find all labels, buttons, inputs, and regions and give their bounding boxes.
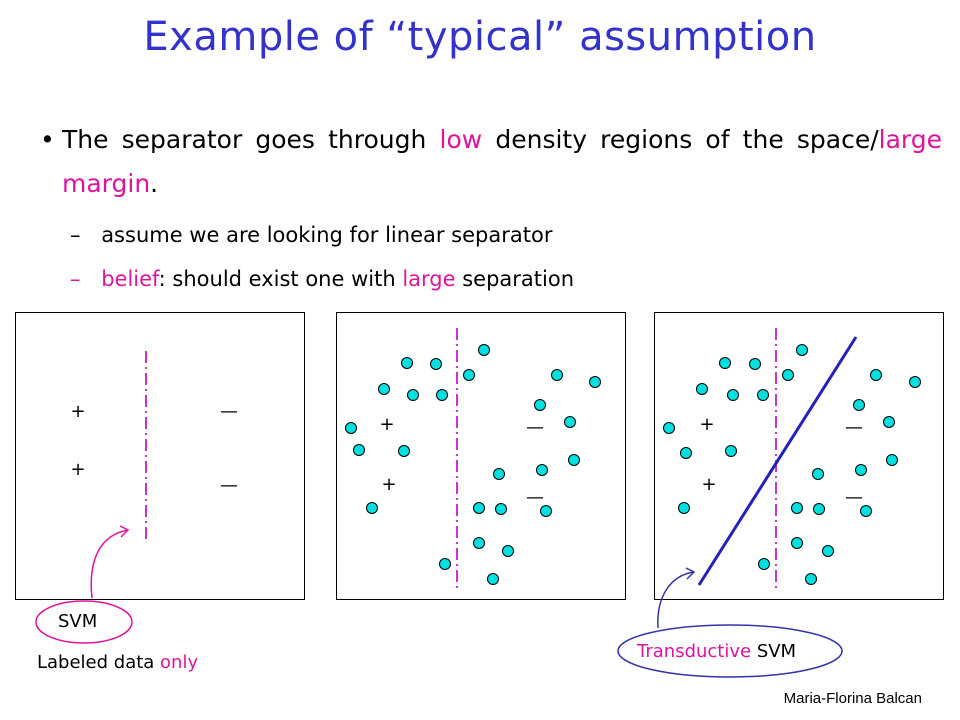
unlabeled-data-point — [678, 502, 690, 514]
unlabeled-data-point — [813, 503, 825, 515]
unlabeled-data-point — [853, 399, 865, 411]
unlabeled-data-point — [680, 447, 692, 459]
unlabeled-data-point — [749, 358, 761, 370]
plus-label: + — [70, 459, 85, 480]
sub-bullet-marker: – — [70, 267, 81, 291]
sub-text-part: : should exist one with — [158, 267, 403, 291]
bullet-emphasis-large-margin: large margin — [62, 125, 942, 198]
bullet-text-part: density regions of the space/ — [482, 125, 879, 154]
unlabeled-data-point — [378, 383, 390, 395]
panel-3-drawing: + + — — — [663, 328, 921, 591]
unlabeled-data-point — [758, 558, 770, 570]
labeled-data-caption: Labeled data only — [37, 652, 198, 673]
minus-label: — — [220, 401, 238, 422]
unlabeled-data-point — [696, 383, 708, 395]
sub-emphasis-large: large — [402, 267, 456, 291]
sub-bullet-2-text: belief: should exist one with large sepa… — [101, 267, 574, 291]
unlabeled-data-point — [430, 358, 442, 370]
sub-text-part: separation — [455, 267, 575, 291]
unlabeled-data-point — [398, 445, 410, 457]
unlabeled-data-point — [502, 545, 514, 557]
caption-text: Labeled data — [37, 652, 161, 673]
tsvm-emphasis: Transductive — [637, 641, 752, 662]
unlabeled-data-point — [719, 357, 731, 369]
svm-label: SVM — [58, 611, 98, 632]
panel-2-drawing: + + — — — [345, 328, 601, 591]
sub-bullet-1-text: assume we are looking for linear separat… — [101, 223, 553, 247]
unlabeled-data-point — [487, 573, 499, 585]
plus-label: + — [70, 401, 85, 422]
minus-label: — — [845, 417, 863, 438]
unlabeled-data-point — [407, 389, 419, 401]
unlabeled-data-point — [883, 416, 895, 428]
minus-label: — — [845, 487, 863, 508]
unlabeled-data-point — [534, 399, 546, 411]
plus-label: + — [701, 474, 716, 495]
unlabeled-data-point — [725, 445, 737, 457]
unlabeled-data-point — [536, 464, 548, 476]
author-footer: Maria-Florina Balcan — [783, 690, 922, 707]
panel-transductive-svm: + + — — — [654, 312, 944, 600]
bullet-marker: • — [40, 125, 55, 154]
bullet-text-part: . — [150, 169, 159, 198]
panel-labeled-only: + + — — — [15, 312, 305, 600]
unlabeled-data-point — [401, 357, 413, 369]
unlabeled-data-point — [782, 369, 794, 381]
bullet-emphasis-low: low — [439, 125, 483, 154]
minus-label: — — [526, 417, 544, 438]
main-bullet-text: The separator goes through low density r… — [62, 118, 942, 206]
sub-bullet-marker: – — [70, 223, 81, 247]
unlabeled-data-point — [473, 502, 485, 514]
unlabeled-data-point — [805, 573, 817, 585]
unlabeled-data-point — [822, 545, 834, 557]
unlabeled-data-point — [870, 369, 882, 381]
unlabeled-data-point — [855, 464, 867, 476]
unlabeled-data-point — [796, 344, 808, 356]
unlabeled-data-point — [551, 369, 563, 381]
unlabeled-data-point — [791, 502, 803, 514]
unlabeled-data-point — [727, 389, 739, 401]
unlabeled-data-point — [886, 454, 898, 466]
panel-svm-unlabeled: + + — — — [336, 312, 626, 600]
unlabeled-data-point — [478, 344, 490, 356]
unlabeled-data-point — [812, 468, 824, 480]
tsvm-separator-line — [697, 336, 858, 586]
unlabeled-data-point — [353, 444, 365, 456]
slide-title: Example of “typical” assumption — [143, 14, 817, 60]
unlabeled-data-point — [495, 503, 507, 515]
minus-label: — — [526, 487, 544, 508]
unlabeled-data-point — [757, 389, 769, 401]
transductive-svm-label: Transductive SVM — [637, 641, 796, 662]
unlabeled-data-point — [860, 505, 872, 517]
caption-emphasis-only: only — [160, 652, 199, 673]
minus-label: — — [220, 475, 238, 496]
bullet-text-part: The separator goes through — [62, 125, 440, 154]
plus-label: + — [381, 474, 396, 495]
sub-bullet-1: – assume we are looking for linear separ… — [70, 223, 552, 247]
unlabeled-data-point — [366, 502, 378, 514]
panel-1-drawing: + + — — — [70, 351, 238, 543]
unlabeled-data-point — [663, 422, 675, 434]
unlabeled-data-point — [589, 376, 601, 388]
unlabeled-data-point — [436, 389, 448, 401]
unlabeled-data-point — [564, 416, 576, 428]
unlabeled-data-point — [540, 505, 552, 517]
sub-bullet-2: – belief: should exist one with large se… — [70, 267, 574, 291]
unlabeled-data-point — [568, 454, 580, 466]
plus-label: + — [699, 414, 714, 435]
sub-emphasis-belief: belief — [101, 267, 159, 291]
unlabeled-data-point — [493, 468, 505, 480]
unlabeled-data-point — [463, 369, 475, 381]
unlabeled-data-point — [473, 537, 485, 549]
unlabeled-data-point — [439, 558, 451, 570]
unlabeled-data-point — [791, 537, 803, 549]
tsvm-text: SVM — [751, 641, 797, 662]
unlabeled-data-point — [345, 422, 357, 434]
unlabeled-data-point — [909, 376, 921, 388]
plus-label: + — [379, 414, 394, 435]
